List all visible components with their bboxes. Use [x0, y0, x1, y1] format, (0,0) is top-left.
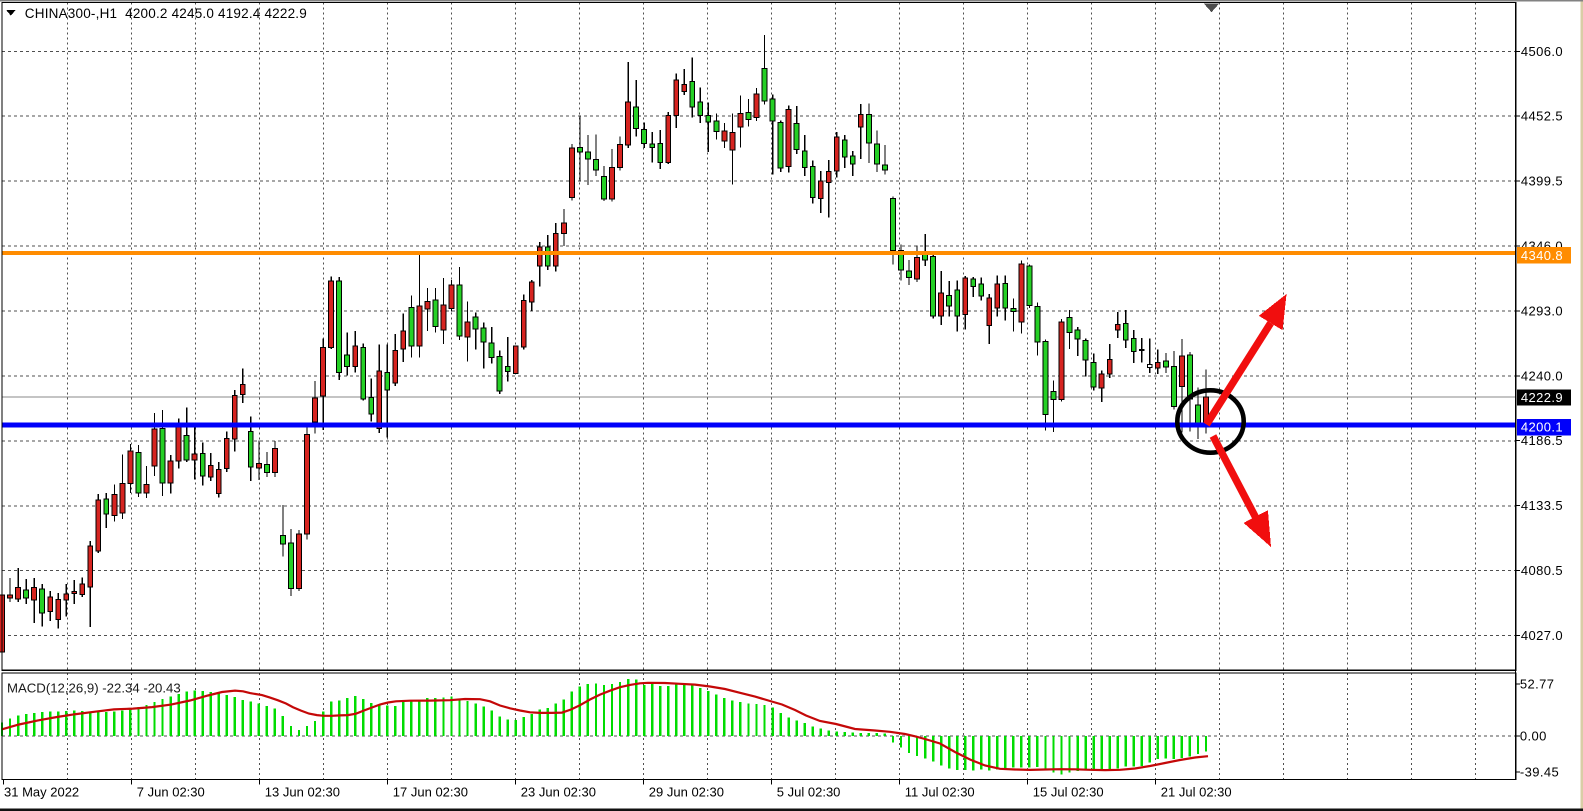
- svg-text:31 May 2022: 31 May 2022: [4, 785, 79, 800]
- svg-text:7 Jun 02:30: 7 Jun 02:30: [137, 785, 205, 800]
- svg-text:4452.5: 4452.5: [1521, 109, 1563, 124]
- svg-text:4399.5: 4399.5: [1521, 174, 1563, 189]
- svg-text:4293.0: 4293.0: [1521, 303, 1563, 318]
- svg-text:23 Jun 02:30: 23 Jun 02:30: [521, 785, 596, 800]
- svg-text:4133.5: 4133.5: [1521, 498, 1563, 513]
- svg-text:21 Jul 02:30: 21 Jul 02:30: [1161, 785, 1232, 800]
- svg-text:4506.0: 4506.0: [1521, 44, 1563, 59]
- svg-text:4222.9: 4222.9: [1521, 390, 1563, 405]
- svg-text:0.00: 0.00: [1520, 729, 1547, 744]
- svg-text:29 Jun 02:30: 29 Jun 02:30: [649, 785, 724, 800]
- svg-text:4080.5: 4080.5: [1521, 563, 1563, 578]
- svg-text:13 Jun 02:30: 13 Jun 02:30: [265, 785, 340, 800]
- svg-text:11 Jul 02:30: 11 Jul 02:30: [905, 785, 975, 800]
- svg-text:MACD(12,26,9) -22.34 -20.43: MACD(12,26,9) -22.34 -20.43: [7, 681, 181, 696]
- svg-text:4200.1: 4200.1: [1521, 420, 1563, 435]
- svg-text:-39.45: -39.45: [1520, 764, 1559, 779]
- svg-text:5 Jul 02:30: 5 Jul 02:30: [777, 785, 841, 800]
- svg-text:52.77: 52.77: [1520, 676, 1555, 691]
- svg-text:15 Jul 02:30: 15 Jul 02:30: [1033, 785, 1104, 800]
- svg-text:4027.0: 4027.0: [1521, 628, 1563, 643]
- svg-text:17 Jun 02:30: 17 Jun 02:30: [393, 785, 468, 800]
- svg-text:4186.5: 4186.5: [1521, 433, 1563, 448]
- svg-text:4340.8: 4340.8: [1521, 248, 1563, 263]
- svg-text:4240.0: 4240.0: [1521, 368, 1563, 383]
- svg-text:CHINA300-,H1 4200.2 4245.0 41: CHINA300-,H1 4200.2 4245.0 4192.4 4222.9: [25, 6, 307, 21]
